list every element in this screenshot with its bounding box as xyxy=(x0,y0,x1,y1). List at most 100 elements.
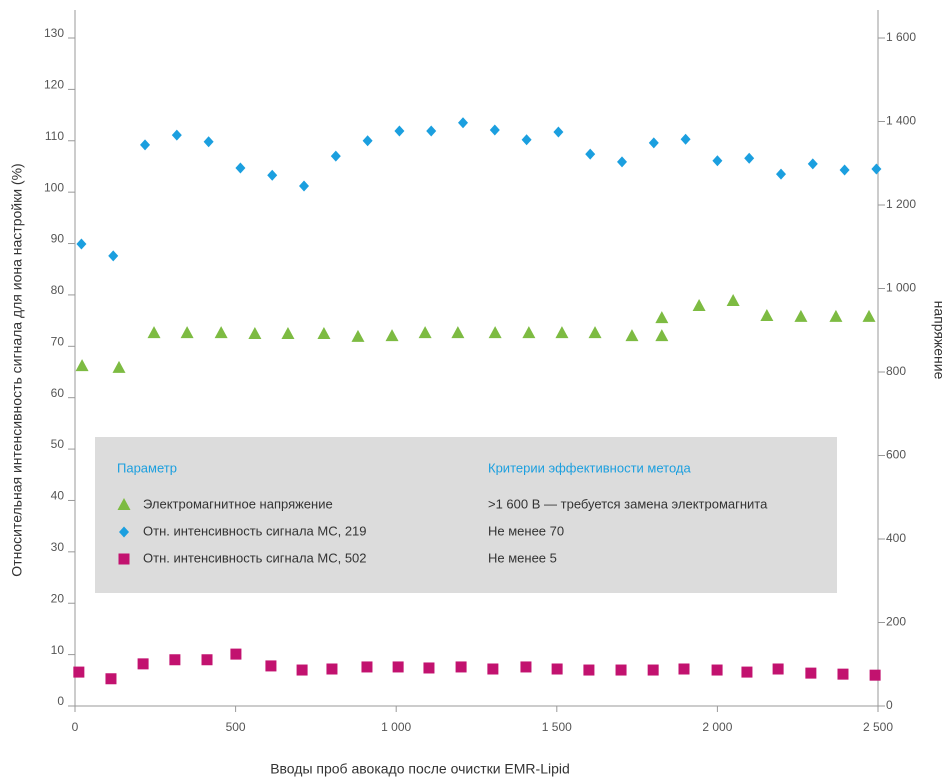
legend-marker xyxy=(117,498,131,510)
data-point xyxy=(235,162,246,174)
data-point xyxy=(555,326,569,339)
legend-criterion: >1 600 В — требуется замена электромагни… xyxy=(488,496,768,511)
y2-tick-label: 1 200 xyxy=(886,197,916,211)
legend-criterion: Не менее 5 xyxy=(488,550,557,565)
data-point xyxy=(521,134,532,146)
x-tick-label: 1 000 xyxy=(381,720,411,734)
data-point xyxy=(625,329,639,342)
data-point xyxy=(137,658,149,670)
y-tick-label: 110 xyxy=(45,129,64,143)
data-point xyxy=(551,663,563,675)
data-point xyxy=(648,137,659,149)
data-point xyxy=(423,662,435,674)
data-point xyxy=(214,326,228,339)
data-point xyxy=(458,117,469,129)
data-point xyxy=(299,180,310,192)
y-tick-label: 90 xyxy=(51,232,65,246)
data-point xyxy=(455,661,467,673)
y2-tick-label: 1 400 xyxy=(886,114,916,128)
y-tick-label: 10 xyxy=(51,643,65,657)
y-tick-label: 70 xyxy=(51,334,65,348)
y2-tick-label: 1 000 xyxy=(886,281,916,295)
y-tick-label: 120 xyxy=(44,78,64,92)
data-point xyxy=(520,661,532,673)
data-point xyxy=(553,126,564,138)
data-point xyxy=(317,327,331,340)
data-point xyxy=(108,250,119,262)
data-point xyxy=(807,158,818,170)
data-point xyxy=(647,664,659,676)
data-point xyxy=(839,164,850,176)
y-tick-label: 130 xyxy=(44,26,64,40)
data-point xyxy=(615,664,627,676)
data-point xyxy=(829,309,843,322)
legend-label: Электромагнитное напряжение xyxy=(143,496,333,511)
data-point xyxy=(775,168,786,180)
x-tick-label: 1 500 xyxy=(542,720,572,734)
legend-header: Параметр xyxy=(117,460,177,475)
data-point xyxy=(281,327,295,340)
legend-marker xyxy=(119,526,129,538)
legend-marker xyxy=(118,553,130,565)
data-point xyxy=(248,327,262,340)
y-tick-label: 100 xyxy=(44,180,64,194)
y-tick-label: 20 xyxy=(51,591,65,605)
data-point xyxy=(418,326,432,339)
data-point xyxy=(451,326,465,339)
y-tick-label: 80 xyxy=(51,283,65,297)
data-point xyxy=(330,150,341,162)
y2-tick-label: 600 xyxy=(886,448,906,462)
legend-box xyxy=(95,437,837,593)
y2-tick-label: 200 xyxy=(886,615,906,629)
y-tick-label: 50 xyxy=(51,437,65,451)
legend-criterion: Не менее 70 xyxy=(488,523,564,538)
data-point xyxy=(692,299,706,312)
data-point xyxy=(203,136,214,148)
x-tick-label: 500 xyxy=(226,720,246,734)
data-point xyxy=(837,668,849,680)
y2-axis-label: напряжение xyxy=(931,301,947,380)
data-point xyxy=(617,156,628,168)
data-point xyxy=(230,648,242,660)
legend-label: Отн. интенсивность сигнала МС, 219 xyxy=(143,523,367,538)
data-point xyxy=(583,664,595,676)
data-point xyxy=(772,663,784,675)
x-tick-label: 0 xyxy=(72,720,79,734)
data-point xyxy=(487,663,499,675)
data-point xyxy=(760,309,774,322)
legend-label: Отн. интенсивность сигнала МС, 502 xyxy=(143,550,367,565)
data-point xyxy=(76,238,87,250)
data-point xyxy=(362,135,373,147)
data-point xyxy=(351,329,365,342)
data-point xyxy=(392,661,404,673)
data-point xyxy=(265,660,277,672)
x-tick-label: 2 000 xyxy=(702,720,732,734)
data-point xyxy=(655,311,669,324)
data-point xyxy=(488,326,502,339)
data-point xyxy=(871,163,882,175)
data-point xyxy=(169,654,181,666)
y-tick-label: 60 xyxy=(51,386,65,400)
data-point xyxy=(588,326,602,339)
data-point xyxy=(805,667,817,679)
y2-tick-label: 400 xyxy=(886,531,906,545)
data-point xyxy=(112,360,126,373)
data-point xyxy=(711,664,723,676)
data-point xyxy=(73,666,85,678)
data-point xyxy=(140,139,151,151)
legend-header: Критерии эффективности метода xyxy=(488,460,691,475)
data-point xyxy=(180,326,194,339)
x-axis-label: Вводы проб авокадо после очистки EMR-Lip… xyxy=(270,761,570,777)
data-point xyxy=(655,329,669,342)
data-point xyxy=(678,663,690,675)
data-point xyxy=(385,329,399,342)
data-point xyxy=(741,666,753,678)
data-point xyxy=(426,125,437,137)
data-point xyxy=(105,673,117,685)
data-point xyxy=(267,169,278,181)
data-point xyxy=(171,129,182,141)
y2-tick-label: 1 600 xyxy=(886,30,916,44)
data-point xyxy=(296,664,308,676)
y-tick-label: 0 xyxy=(57,694,64,708)
y2-tick-label: 800 xyxy=(886,364,906,378)
